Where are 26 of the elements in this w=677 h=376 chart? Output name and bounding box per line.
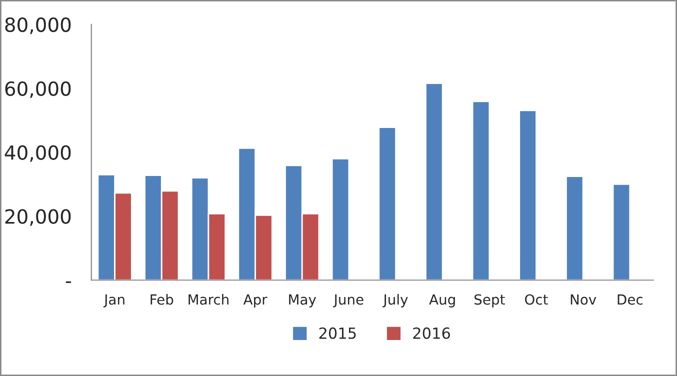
x-tick-label: Dec [618,294,642,305]
x-tick-label: Apr [243,294,268,308]
x-tick-label: Feb [150,294,174,305]
x-tick-label: Aug [429,294,455,308]
y-tick-label: 20,000 [5,209,71,226]
x-tick-label: May [289,294,316,308]
x-tick-label: June [333,294,364,308]
bar [518,110,537,280]
y-tick-label: 40,000 [4,145,71,162]
bar [425,82,444,280]
x-tick-label: July [382,294,408,308]
bar [472,100,490,280]
x-tick-label: Oct [525,294,548,305]
legend-label: 2016 [413,327,450,339]
bar [612,184,631,280]
bar [378,126,396,280]
x-tick-label: Nov [570,294,596,305]
x-tick-label: March [188,294,228,305]
x-tick-label: Jan [103,294,124,308]
y-tick-label: 80,000 [5,17,71,34]
y-tick-label: - [66,281,72,283]
bar [331,158,350,280]
y-tick-label: 60,000 [5,81,71,98]
bar [566,176,584,280]
legend-label: 2015 [319,327,356,339]
x-tick-label: Sept [474,294,505,308]
